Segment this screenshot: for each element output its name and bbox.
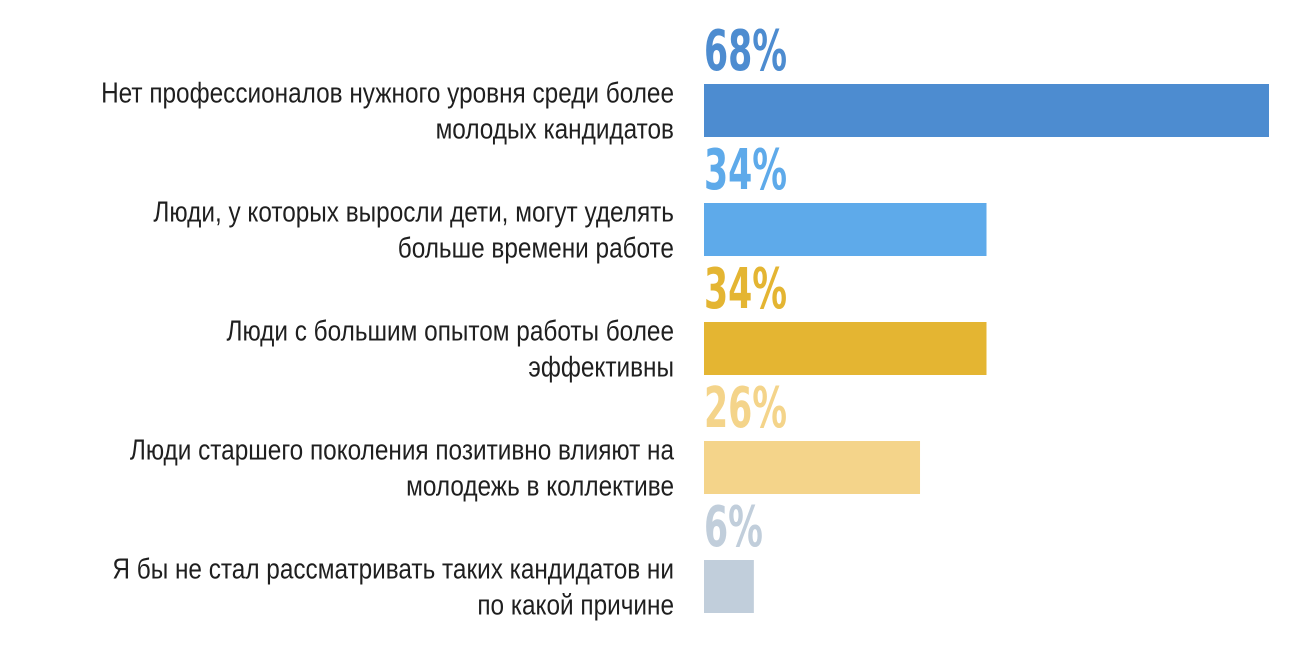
category-label-3-line-1: Люди с большим опытом работы более [226,315,674,347]
category-label-2-line-1: Люди, у которых выросли дети, могут удел… [153,196,674,228]
bar-5 [704,560,754,613]
category-label-3-line-2: эффективны [528,351,674,383]
value-label-5: 6% [704,494,763,559]
category-label-5-line-1: Я бы не стал рассматривать таких кандида… [112,553,674,585]
category-label-4-line-2: молодежь в коллективе [406,470,674,502]
bar-4 [704,441,921,494]
bar-3 [704,322,987,375]
category-label-4-line-1: Люди старшего поколения позитивно влияют… [130,434,674,466]
category-label-2-line-2: больше времени работе [398,232,674,264]
value-label-4: 26% [704,375,787,440]
value-label-1: 68% [704,18,787,83]
category-label-5-line-2: по какой причине [477,589,674,621]
bar-1 [704,84,1269,137]
category-label-1-line-2: молодых кандидатов [436,113,674,145]
category-label-1-line-1: Нет профессионалов нужного уровня среди … [101,77,674,109]
bar-2 [704,203,987,256]
value-label-3: 34% [704,256,787,321]
value-label-2: 34% [704,137,787,202]
